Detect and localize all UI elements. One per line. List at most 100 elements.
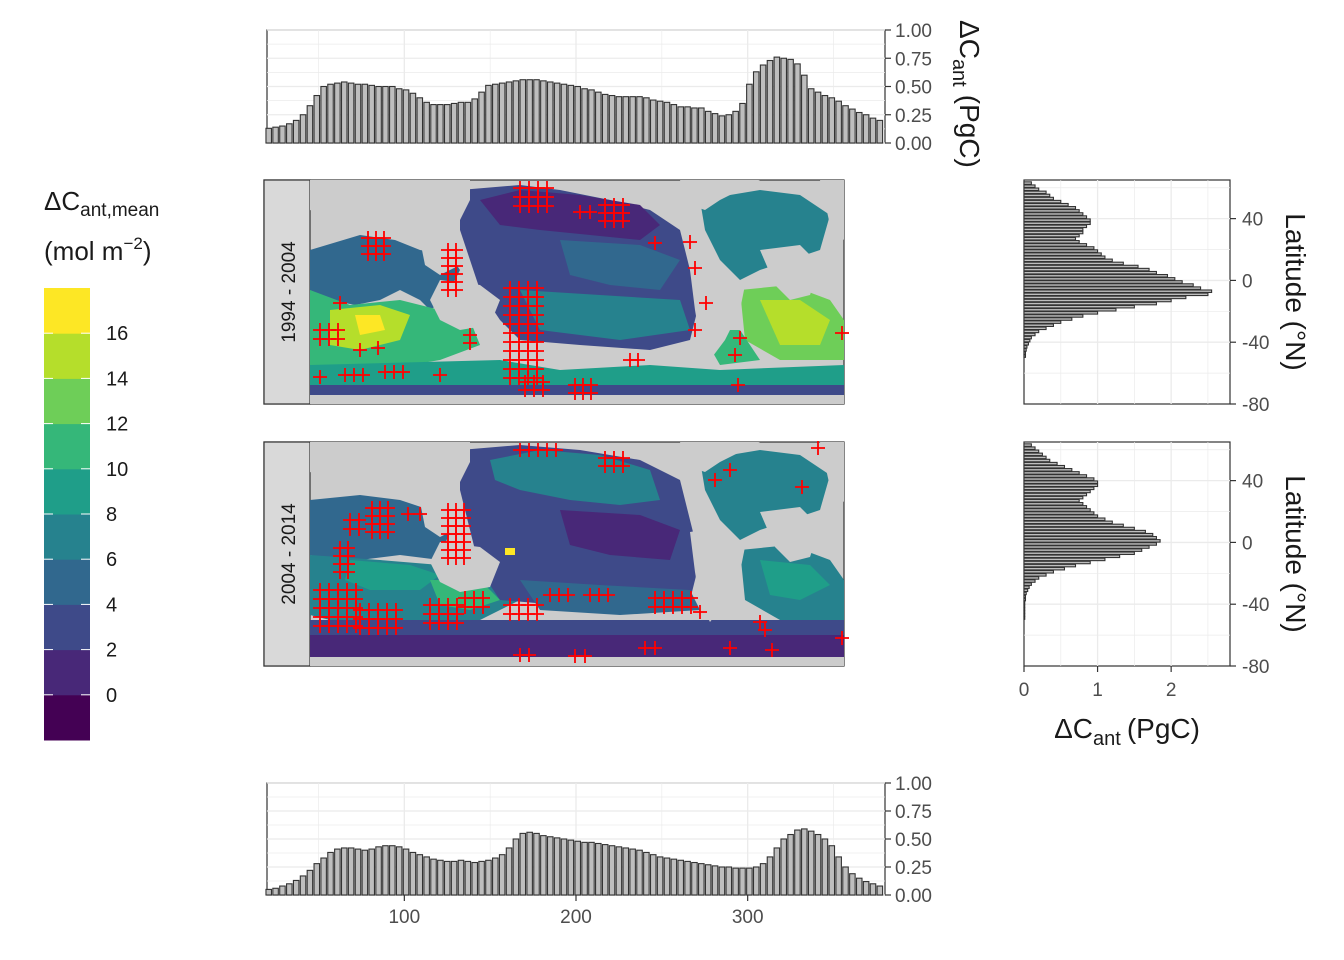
bar: [1023, 582, 1032, 586]
y-tick-label: 0.50: [895, 830, 932, 851]
bar: [1023, 295, 1187, 300]
bar: [375, 85, 382, 144]
bar: [1023, 286, 1202, 290]
bar: [780, 57, 788, 144]
bar: [1023, 551, 1135, 556]
bar: [1023, 557, 1106, 562]
sampling-marker: [476, 600, 490, 614]
bar: [286, 883, 293, 896]
right1-y-axis-title: Latitude (°N): [1280, 213, 1311, 371]
bar: [1023, 243, 1088, 247]
bar: [1023, 351, 1027, 355]
bar: [430, 858, 437, 896]
bar: [759, 64, 767, 144]
sampling-marker: [728, 348, 742, 362]
bar: [1023, 517, 1106, 522]
y-tick-label: 0: [1242, 271, 1253, 292]
bar: [1023, 458, 1051, 463]
y-tick-label: 0: [1242, 533, 1253, 554]
bar: [746, 867, 753, 896]
sampling-marker: [723, 641, 737, 655]
bar: [1023, 573, 1047, 577]
bar: [457, 859, 465, 896]
right2-x-axis-title: ΔCant (PgC): [1054, 713, 1200, 750]
bar: [1023, 461, 1058, 466]
bar: [1023, 576, 1040, 580]
bar: [649, 854, 657, 896]
y-tick-label: 0.75: [895, 49, 932, 70]
bar: [423, 856, 430, 896]
bar: [416, 854, 424, 896]
bar: [437, 104, 444, 144]
y-tick-label: 1.00: [895, 774, 932, 795]
sampling-marker: [688, 261, 702, 275]
bar: [1023, 449, 1040, 454]
y-tick-label: -80: [1242, 395, 1269, 416]
bar: [1023, 539, 1161, 543]
bar: [1023, 289, 1213, 294]
bar: [601, 93, 609, 144]
bar: [292, 119, 300, 144]
bar: [395, 846, 403, 896]
bar: [375, 846, 382, 896]
bar: [1023, 341, 1029, 346]
sampling-marker: [449, 283, 463, 297]
bar: [601, 844, 609, 896]
sampling-marker: [584, 386, 598, 400]
bar: [1023, 520, 1113, 525]
y-tick-label: 0.00: [895, 134, 932, 155]
bar: [876, 119, 884, 144]
bar: [656, 856, 664, 896]
colorbar-label: 8: [106, 504, 117, 526]
bar: [1023, 535, 1157, 540]
bar: [299, 875, 307, 896]
bar: [382, 85, 389, 144]
map1-sampling-markers: [313, 181, 849, 400]
bar: [1023, 464, 1066, 469]
bar: [1023, 193, 1051, 198]
bar: [842, 866, 849, 896]
x-tick-label: 2: [1166, 680, 1177, 701]
bar: [773, 56, 781, 144]
bar: [773, 847, 781, 896]
colorbar-swatch: [44, 333, 90, 379]
bar: [732, 867, 739, 896]
sampling-marker: [708, 473, 722, 487]
y-tick-label: -80: [1242, 657, 1269, 678]
bar: [1023, 212, 1084, 216]
bar: [1023, 588, 1029, 593]
legend-title: ΔCant,mean: [44, 186, 159, 221]
bar: [457, 101, 465, 144]
bar: [759, 863, 767, 896]
bar: [409, 851, 417, 896]
colorbar-swatch: [44, 604, 90, 651]
colorbar: [44, 288, 90, 741]
bar: [512, 80, 520, 144]
bar: [821, 838, 829, 896]
bar: [1023, 585, 1030, 589]
bar: [643, 851, 650, 896]
sampling-marker: [684, 600, 698, 614]
bar: [649, 99, 657, 144]
bar: [1023, 483, 1099, 488]
bar: [1023, 181, 1032, 185]
bar: [409, 92, 417, 144]
bar: [1023, 455, 1047, 460]
bar: [313, 94, 321, 144]
bar: [828, 97, 836, 144]
bar: [526, 831, 533, 896]
bar: [807, 830, 815, 896]
bar: [292, 879, 300, 896]
bar: [608, 845, 616, 896]
bar: [725, 114, 733, 144]
sampling-marker: [699, 296, 713, 310]
map2-strip: [263, 441, 311, 667]
bar: [663, 857, 671, 896]
sampling-marker: [381, 525, 395, 539]
bar: [1023, 215, 1088, 219]
bar: [1023, 477, 1095, 481]
sampling-marker: [616, 459, 630, 473]
bar: [1023, 600, 1026, 605]
bar: [272, 126, 279, 144]
bar: [725, 866, 733, 896]
